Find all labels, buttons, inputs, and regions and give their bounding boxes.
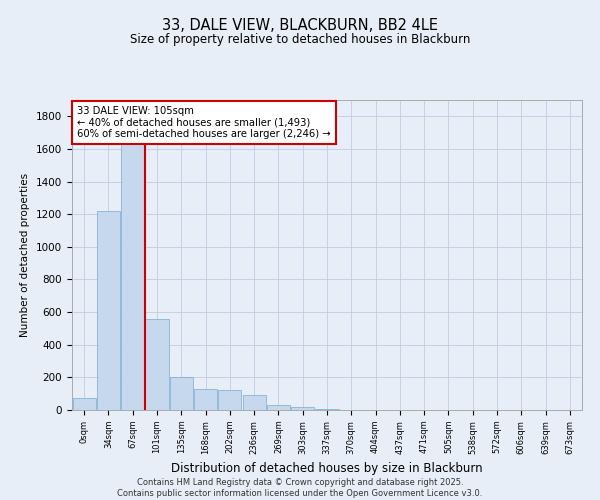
Bar <box>194 389 217 410</box>
Text: Contains HM Land Registry data © Crown copyright and database right 2025.
Contai: Contains HM Land Registry data © Crown c… <box>118 478 482 498</box>
Bar <box>242 396 266 410</box>
Bar <box>267 405 290 410</box>
Bar <box>145 318 169 410</box>
Text: Size of property relative to detached houses in Blackburn: Size of property relative to detached ho… <box>130 32 470 46</box>
X-axis label: Distribution of detached houses by size in Blackburn: Distribution of detached houses by size … <box>171 462 483 475</box>
Text: 33 DALE VIEW: 105sqm
← 40% of detached houses are smaller (1,493)
60% of semi-de: 33 DALE VIEW: 105sqm ← 40% of detached h… <box>77 106 331 140</box>
Bar <box>73 398 95 410</box>
Y-axis label: Number of detached properties: Number of detached properties <box>20 173 31 337</box>
Text: 33, DALE VIEW, BLACKBURN, BB2 4LE: 33, DALE VIEW, BLACKBURN, BB2 4LE <box>162 18 438 32</box>
Bar <box>97 211 120 410</box>
Bar <box>121 144 144 410</box>
Bar <box>170 378 193 410</box>
Bar <box>291 406 314 410</box>
Bar <box>316 409 338 410</box>
Bar <box>218 390 241 410</box>
